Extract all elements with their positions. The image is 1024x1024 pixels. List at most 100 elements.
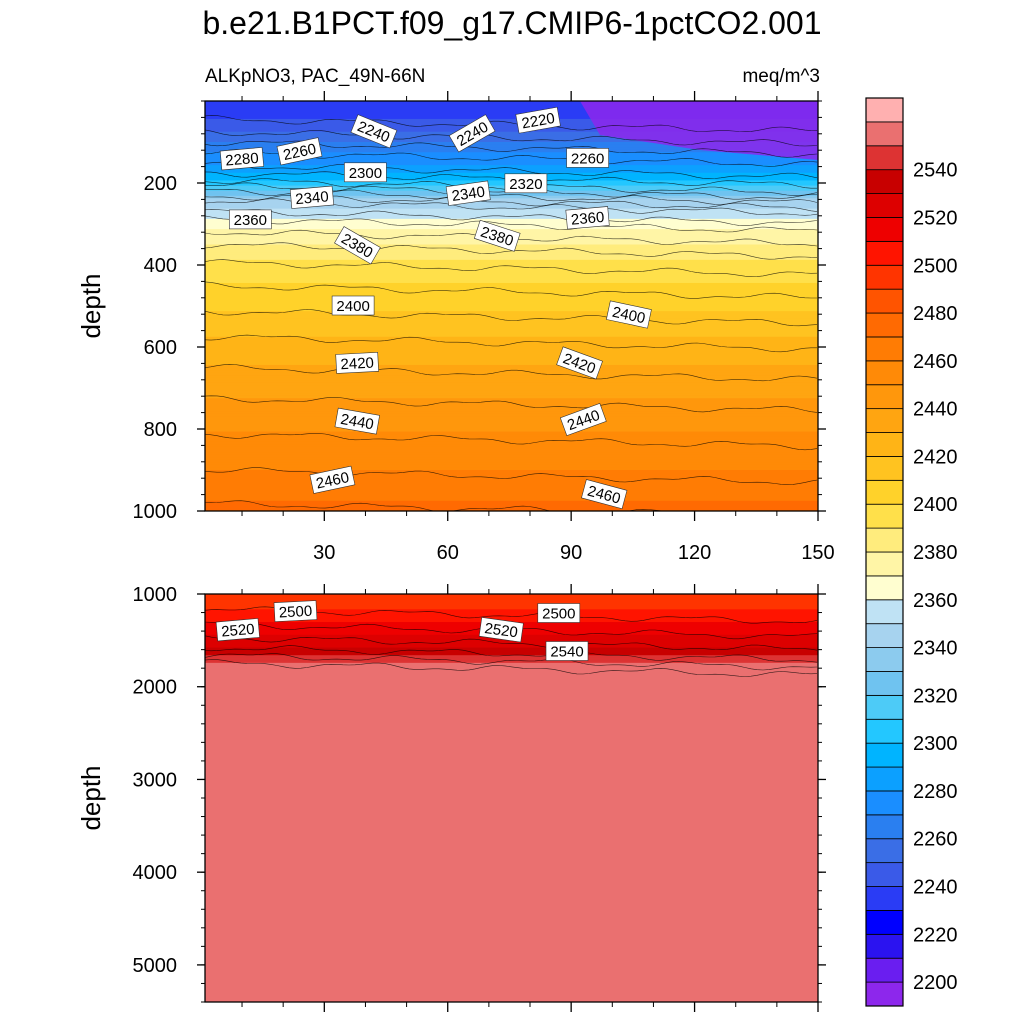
contour-band bbox=[205, 293, 818, 297]
contour-band bbox=[205, 935, 818, 940]
y-tick-label: 4000 bbox=[133, 862, 178, 884]
contour-band bbox=[205, 142, 818, 146]
contour-band bbox=[205, 708, 818, 713]
colorbar-label: 2380 bbox=[913, 542, 958, 564]
colorbar-swatch bbox=[865, 193, 904, 218]
variable-region-label: ALKpNO3, PAC_49N-66N bbox=[205, 66, 425, 87]
contour-band bbox=[205, 480, 818, 484]
contour-band bbox=[205, 690, 818, 695]
contour-label: 2320 bbox=[504, 173, 548, 194]
contour-band bbox=[205, 984, 818, 988]
contour-band bbox=[205, 741, 818, 746]
contour-band bbox=[205, 884, 818, 889]
contour-band bbox=[205, 667, 818, 672]
contour-line bbox=[205, 259, 818, 278]
contour-band bbox=[205, 905, 818, 909]
contour-band bbox=[205, 948, 818, 952]
contour-band bbox=[205, 981, 818, 985]
contour-label: 2400 bbox=[331, 295, 375, 316]
contour-band bbox=[205, 405, 818, 410]
contour-band bbox=[205, 426, 818, 430]
contour-band bbox=[205, 841, 818, 845]
colorbar-swatch bbox=[865, 336, 904, 362]
y-tick-label: 400 bbox=[144, 255, 177, 277]
contour-label-text: 2300 bbox=[349, 165, 382, 182]
colorbar-swatch bbox=[865, 145, 904, 171]
contour-band bbox=[205, 922, 818, 927]
contour-band bbox=[205, 108, 818, 113]
y-tick-label: 800 bbox=[144, 419, 177, 441]
contour-band bbox=[205, 139, 818, 143]
contour-line bbox=[205, 161, 818, 180]
contour-band bbox=[205, 820, 818, 825]
contour-band bbox=[205, 874, 818, 878]
contour-band bbox=[205, 930, 818, 934]
contour-band bbox=[205, 359, 818, 364]
contour-band bbox=[205, 485, 818, 489]
contour-label: 2420 bbox=[335, 351, 379, 374]
contour-band bbox=[205, 413, 818, 417]
contour-band bbox=[205, 482, 818, 487]
contour-band bbox=[205, 490, 818, 494]
contour-band bbox=[205, 979, 818, 983]
contour-band bbox=[205, 388, 818, 392]
contour-band bbox=[205, 925, 818, 929]
contour-band bbox=[205, 838, 818, 843]
contour-band bbox=[205, 349, 818, 353]
contour-label: 2400 bbox=[606, 300, 652, 329]
contour-band bbox=[205, 673, 818, 677]
contour-band bbox=[205, 680, 818, 685]
contour-band bbox=[205, 198, 818, 202]
contour-band bbox=[205, 662, 818, 667]
contour-band bbox=[205, 213, 818, 218]
contour-band bbox=[205, 439, 818, 443]
contour-band bbox=[205, 864, 818, 868]
y-axis-title: depth bbox=[76, 273, 106, 338]
colorbar-swatch bbox=[865, 169, 904, 194]
contour-band bbox=[205, 216, 818, 220]
contour-band bbox=[205, 777, 818, 781]
contour-band bbox=[205, 604, 818, 608]
colorbar-swatch bbox=[865, 718, 904, 744]
colorbar-swatch bbox=[865, 694, 904, 720]
contour-band bbox=[205, 696, 818, 700]
chart-title: b.e21.B1PCT.f09_g17.CMIP6-1pctCO2.001 bbox=[202, 5, 821, 41]
contour-band bbox=[205, 487, 818, 492]
contour-band bbox=[205, 938, 818, 942]
contour-band bbox=[205, 729, 818, 733]
contour-band bbox=[205, 434, 818, 438]
contour-band bbox=[205, 767, 818, 771]
low-alkalinity-region bbox=[580, 101, 818, 160]
contour-band bbox=[205, 912, 818, 917]
contour-band bbox=[205, 380, 818, 384]
contour-band bbox=[205, 724, 818, 728]
contour-band bbox=[205, 111, 818, 115]
contour-band bbox=[205, 282, 818, 287]
contour-band bbox=[205, 218, 818, 223]
contour-line bbox=[205, 635, 818, 651]
contour-band bbox=[205, 131, 818, 136]
contour-band bbox=[205, 945, 818, 950]
contour-label: 2500 bbox=[537, 603, 581, 623]
contour-band bbox=[205, 920, 818, 924]
contour-band bbox=[205, 652, 818, 656]
contour-band bbox=[205, 411, 818, 415]
colorbar-label: 2200 bbox=[913, 972, 958, 994]
contour-band bbox=[205, 475, 818, 479]
colorbar-label: 2420 bbox=[913, 446, 958, 468]
contour-band bbox=[205, 879, 818, 883]
contour-band bbox=[205, 152, 818, 156]
contour-band bbox=[205, 459, 818, 464]
contour-band bbox=[205, 170, 818, 174]
contour-label: 2440 bbox=[334, 407, 380, 435]
contour-band bbox=[205, 298, 818, 302]
x-tick-label: 60 bbox=[437, 542, 459, 564]
contour-line bbox=[205, 281, 817, 299]
contour-band bbox=[205, 254, 818, 259]
contour-band bbox=[205, 495, 818, 499]
colorbar-swatch bbox=[865, 288, 904, 314]
colorbar-swatch bbox=[865, 121, 904, 147]
contour-band bbox=[205, 752, 818, 756]
